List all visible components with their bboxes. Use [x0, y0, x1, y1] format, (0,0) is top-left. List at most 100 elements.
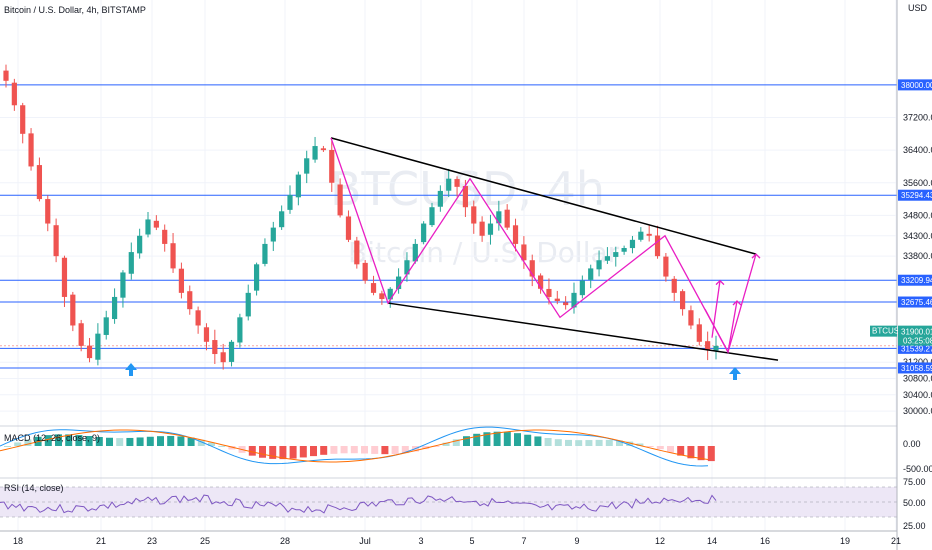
drawings[interactable]: [125, 137, 779, 380]
time-axis[interactable]: 18 21 23 25 28 Jul 3 5 7 9 12 14 16 19 21: [13, 536, 901, 546]
candle-body: [529, 260, 535, 277]
candle-body: [120, 272, 126, 298]
candle-body: [137, 235, 143, 254]
macd-histogram-bar: [177, 436, 185, 446]
candle-body: [245, 292, 251, 317]
rsi-legend[interactable]: RSI (14, close): [4, 483, 64, 493]
macd-histogram-bar: [381, 446, 389, 455]
price-tick-label: 37200.00: [903, 113, 932, 123]
time-tick-label: 16: [760, 536, 770, 546]
candle-body: [479, 221, 485, 236]
price-tick-label: 30400.00: [903, 390, 932, 400]
candle-body: [103, 317, 109, 335]
time-tick-label: 25: [200, 536, 210, 546]
macd-histogram-bar: [55, 434, 62, 446]
macd-histogram-bar: [463, 436, 470, 446]
macd-histogram-bar: [146, 436, 154, 446]
macd-histogram-bar: [687, 446, 695, 459]
macd-histogram-bar: [646, 446, 654, 447]
candle-body: [162, 229, 168, 244]
candle-body: [228, 341, 235, 362]
candle-body: [713, 345, 719, 351]
time-tick-label: 28: [280, 536, 290, 546]
candle-body: [45, 199, 51, 224]
candle-body: [362, 262, 368, 281]
path-arrowhead: [732, 300, 742, 306]
candle-body: [504, 209, 510, 228]
countdown-text: 03:25:08: [903, 337, 932, 346]
candle-body: [462, 186, 469, 208]
candle-body: [212, 340, 218, 355]
time-tick-label: Jul: [359, 536, 371, 546]
time-tick-label: 21: [891, 536, 901, 546]
price-tick-label: 34800.00: [903, 210, 932, 220]
path-arrowhead: [715, 279, 725, 286]
macd-histogram-bar: [432, 446, 440, 447]
macd-histogram-bar: [126, 437, 134, 446]
macd-histogram-bar: [493, 431, 501, 446]
candle-body: [262, 243, 268, 264]
candle-body: [270, 227, 276, 242]
candle-body: [320, 148, 327, 151]
macd-histogram-bar: [667, 446, 674, 453]
candle-body: [546, 288, 552, 297]
up-arrow-shape: [729, 367, 741, 380]
macd-legend[interactable]: MACD (12, 26, close, 9): [4, 433, 100, 443]
candle-body: [437, 190, 443, 207]
macd-histogram-bar: [259, 446, 266, 458]
macd-histogram-bar: [350, 446, 358, 454]
macd-histogram-bar: [656, 446, 664, 450]
time-tick-label: 14: [707, 536, 717, 546]
macd-histogram-bar: [616, 440, 623, 446]
candle-body: [412, 243, 418, 262]
macd-histogram-bar: [85, 436, 93, 446]
candle-body: [496, 211, 502, 224]
candle-body: [86, 345, 93, 359]
candle-body: [128, 252, 134, 274]
candle-body: [145, 219, 151, 235]
candle-body: [521, 244, 527, 261]
time-tick-label: 18: [13, 536, 23, 546]
candle-body: [178, 268, 185, 293]
candle-body: [387, 288, 393, 300]
macd-histogram-bar: [95, 436, 103, 446]
macd-histogram-bar: [4, 446, 11, 447]
symbol-title[interactable]: Bitcoin / U.S. Dollar, 4h, BITSTAMP: [4, 5, 146, 15]
candle-body: [696, 324, 702, 342]
macd-line: [0, 426, 709, 467]
candle-body: [70, 294, 76, 326]
candle-body: [28, 133, 34, 167]
candle-body: [78, 323, 84, 346]
candle-body: [454, 179, 460, 187]
level-label-text: 38000.00: [901, 81, 932, 90]
macd-histogram-bar: [208, 442, 215, 446]
macd-histogram-bar: [575, 440, 583, 446]
level-label-text: 33209.94: [901, 276, 932, 285]
rsi-pane: [0, 486, 897, 518]
macd-histogram-bar: [503, 432, 511, 446]
candle-body: [646, 233, 652, 236]
macd-histogram-bar: [116, 438, 124, 446]
rsi-tick-label: 75.00: [903, 477, 926, 487]
macd-tick-label: 0.00: [903, 439, 921, 449]
candle-body: [295, 174, 301, 198]
candle-body: [329, 149, 335, 183]
candle-body: [337, 184, 343, 216]
candle-body: [354, 240, 360, 265]
candle-body: [487, 223, 494, 235]
macd-histogram-bar: [544, 438, 552, 446]
macd-histogram-bar: [197, 439, 205, 446]
time-tick-label: 12: [655, 536, 665, 546]
candle-body: [3, 70, 9, 81]
candle-body: [596, 260, 602, 270]
macd-histogram-bar: [391, 446, 399, 454]
price-tick-label: 36400.00: [903, 145, 932, 155]
candle-body: [53, 225, 59, 257]
candle-body: [379, 293, 385, 299]
macd-histogram-bar: [626, 441, 634, 446]
candle-body: [679, 291, 686, 310]
macd-histogram-bar: [65, 434, 73, 446]
rsi-tick-label: 50.00: [903, 498, 926, 508]
macd-histogram-bar: [442, 442, 450, 446]
